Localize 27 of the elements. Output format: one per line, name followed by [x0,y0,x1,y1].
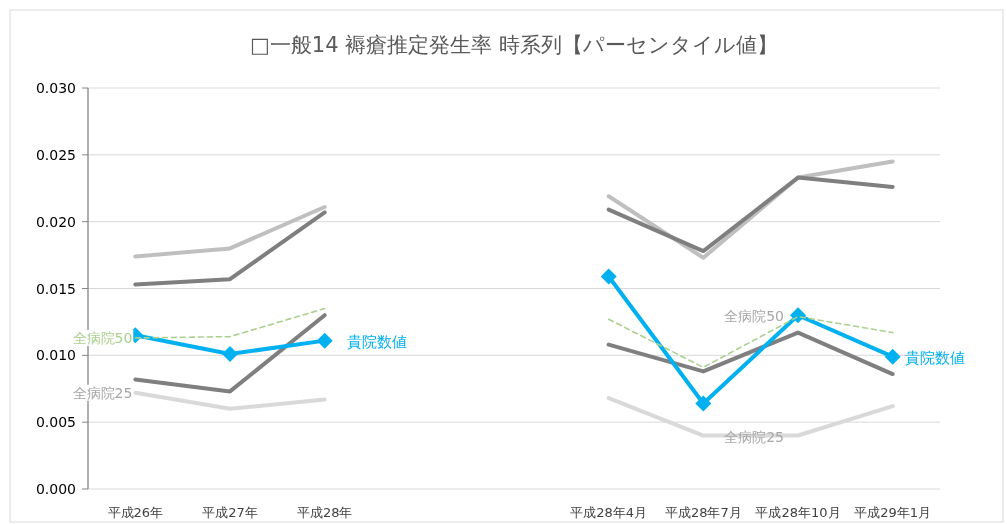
x-tick-label: 平成26年 [107,505,164,520]
x-tick-label: 平成29年1月 [854,505,932,520]
series-label: 貴院数値 [346,332,407,351]
y-tick-label: 0.030 [35,80,76,96]
chart-title: □一般14 褥瘡推定発生率 時系列【パーセンタイル値】 [250,33,778,57]
x-tick-label: 平成28年4月 [570,505,648,520]
point [222,346,238,362]
x-tick-label: 平成28年7月 [664,505,742,520]
x-tick-label: 平成27年 [202,505,258,520]
series-label: 全病院25 [72,384,133,401]
x-tick-label: 平成28年 [296,505,353,520]
y-tick-label: 0.000 [35,481,76,497]
y-tick-label: 0.010 [35,347,76,364]
point [316,332,333,349]
y-tick-label: 0.015 [35,280,76,297]
point [695,395,712,412]
annotation: 全病院25 [724,428,784,445]
x-tick-label: 平成28年10月 [755,505,841,520]
point [884,348,901,365]
y-tick-label: 0.020 [35,213,76,230]
annotation: 全病院50 [724,308,784,325]
point [790,307,806,324]
series-label: 全病院50 [72,329,133,346]
y-tick-label: 0.025 [35,146,76,163]
annotation: 貴院数値 [904,348,965,367]
y-tick-label: 0.005 [35,414,76,431]
point [600,268,617,285]
